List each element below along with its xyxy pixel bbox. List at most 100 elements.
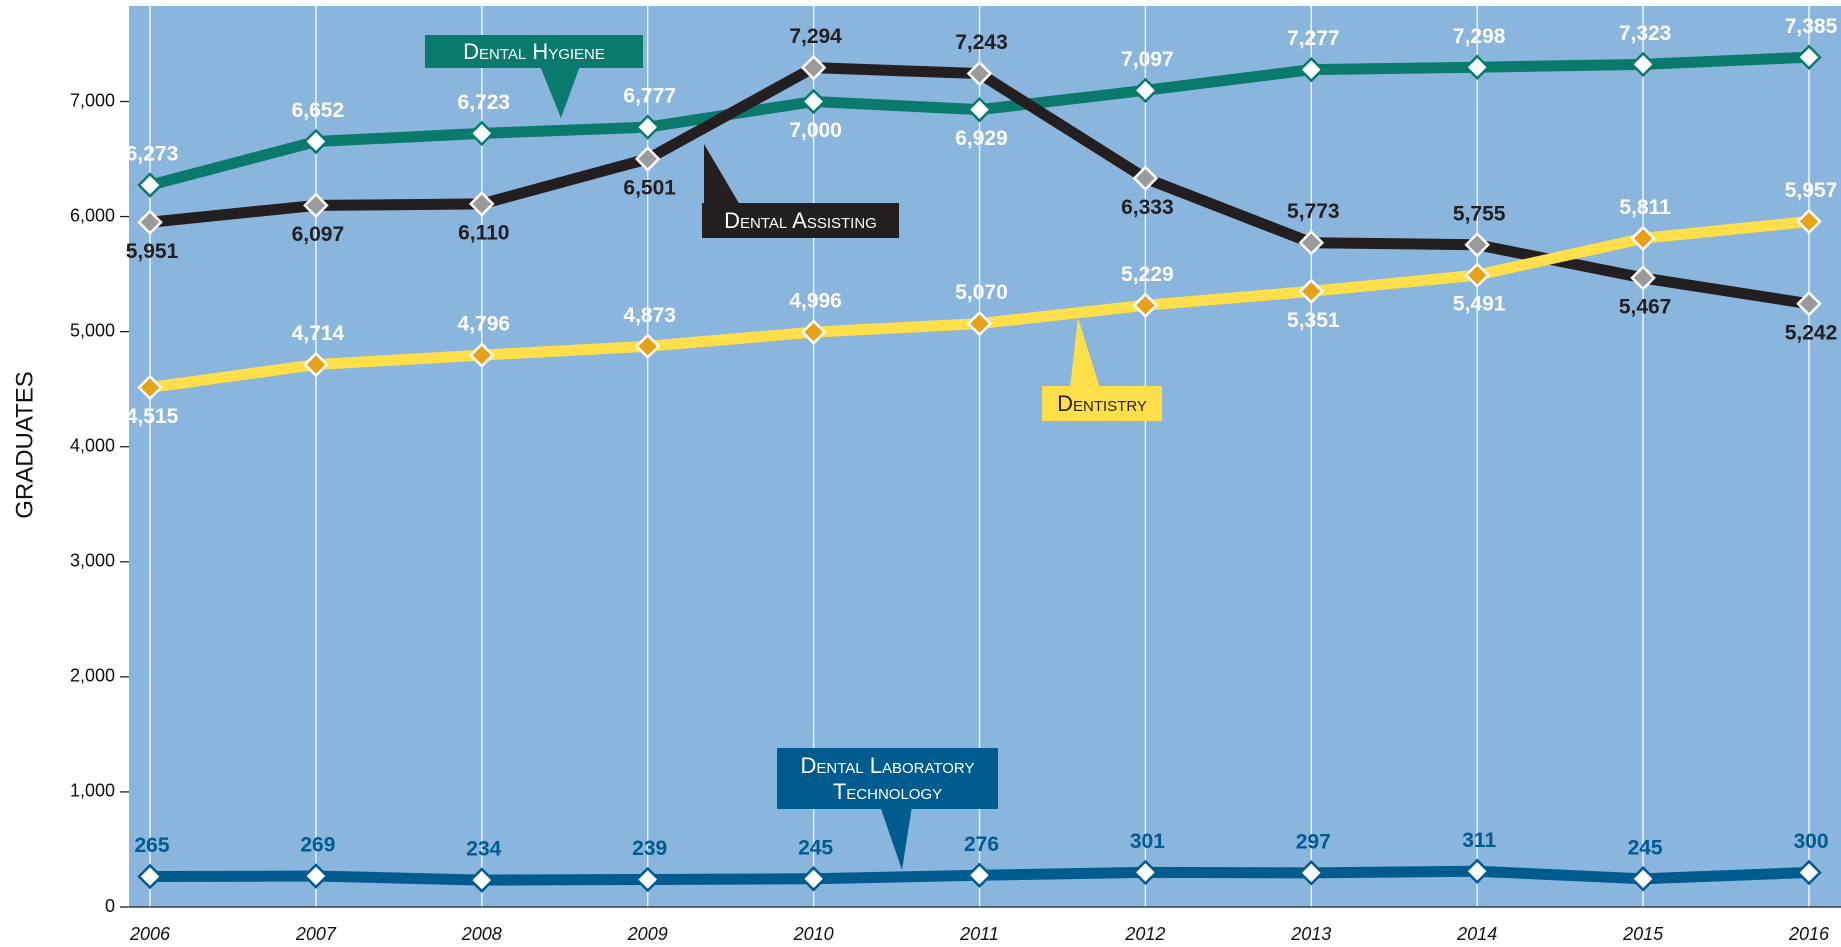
data-label: 7,294 [789,25,842,48]
point-marker [800,866,827,892]
point-marker [1796,44,1822,70]
point-marker [966,310,993,337]
point-marker [469,191,495,217]
data-label: 4,796 [458,313,511,336]
data-label: 6,929 [955,127,1008,150]
x-tick-label: 2008 [461,924,502,944]
data-label: 6,333 [1121,196,1174,219]
data-label: 311 [1462,829,1496,852]
x-tick-label: 2012 [1124,924,1165,944]
data-label: 4,996 [789,290,842,313]
point-marker [1630,866,1656,892]
data-label: 6,273 [126,143,179,166]
data-label: 6,777 [623,85,676,108]
series-callout: Dentistry [1042,386,1162,421]
x-tick-label: 2013 [1290,924,1331,944]
point-marker [1298,278,1325,305]
series-callout: Dental Laboratory Technology [777,748,998,809]
data-label: 6,501 [623,176,676,199]
point-marker [1298,56,1325,83]
data-label: 6,110 [458,221,509,244]
data-label: 6,723 [458,91,511,114]
data-label: 7,243 [955,31,1008,54]
callout-pointer [1070,318,1100,388]
point-marker [1630,265,1656,291]
y-axis-title: GRADUATES [11,371,38,519]
data-label: 5,951 [126,240,179,263]
point-marker [966,60,993,87]
point-marker [303,351,329,378]
callout-pointer [880,806,912,870]
point-marker [1464,232,1490,258]
data-label: 297 [1296,830,1331,853]
data-label: 7,385 [1785,15,1838,38]
x-tick-label: 2010 [793,924,834,944]
point-marker [303,863,329,889]
data-label: 4,873 [623,304,676,327]
data-label: 5,467 [1619,295,1672,318]
point-marker [1132,77,1159,104]
series-callout: Dental Hygiene [425,35,643,68]
y-tick-label: 0 [105,896,115,916]
callout-pointer [704,144,740,205]
point-marker [1298,860,1325,886]
point-marker [1796,291,1822,317]
data-label: 5,070 [955,281,1008,304]
data-label: 300 [1793,830,1828,853]
point-marker [1796,859,1822,886]
data-label: 5,811 [1619,196,1671,219]
data-label: 5,229 [1121,263,1174,286]
point-marker [1796,208,1822,235]
x-tick-label: 2011 [959,924,999,944]
y-tick-label: 4,000 [70,435,115,455]
data-label: 4,515 [126,405,179,428]
point-marker [1464,54,1490,80]
data-label: 5,351 [1287,309,1340,332]
point-marker [1464,858,1490,884]
data-label: 5,773 [1287,200,1340,223]
data-label: 301 [1130,830,1165,853]
data-label: 269 [300,834,335,857]
point-marker [1298,229,1325,256]
y-tick-label: 6,000 [70,205,115,225]
y-tick-label: 7,000 [70,90,115,110]
y-tick-label: 2,000 [70,666,115,686]
data-label: 5,957 [1785,179,1838,202]
point-marker [1132,292,1159,319]
data-label: 5,242 [1785,321,1838,344]
data-label: 7,097 [1121,48,1174,71]
point-marker [634,146,661,172]
x-tick-label: 2015 [1622,924,1664,944]
data-label: 6,097 [292,223,345,246]
point-marker [469,120,495,147]
point-marker [634,866,661,893]
point-marker [966,862,993,889]
point-marker [966,96,993,123]
data-label: 245 [798,836,833,859]
point-marker [137,374,163,401]
y-tick-label: 5,000 [70,320,115,340]
data-label: 276 [964,833,999,856]
point-marker [137,209,163,235]
data-label: 5,755 [1453,202,1506,225]
data-label: 7,000 [789,119,842,142]
point-marker [1464,262,1490,288]
point-marker [800,319,827,345]
x-tick-label: 2006 [129,924,171,944]
point-marker [800,54,827,81]
data-label: 4,714 [292,322,345,345]
data-label: 234 [466,838,501,861]
x-tick-label: 2016 [1788,924,1830,944]
point-marker [469,867,495,893]
data-label: 7,298 [1453,25,1506,48]
data-label: 6,652 [292,99,345,122]
data-label: 265 [134,834,169,857]
x-tick-label: 2014 [1456,924,1497,944]
y-tick-label: 3,000 [70,551,115,571]
point-marker [1132,165,1159,192]
point-marker [1630,51,1656,78]
point-marker [303,128,329,155]
data-label: 5,491 [1453,293,1506,316]
point-marker [634,333,661,360]
